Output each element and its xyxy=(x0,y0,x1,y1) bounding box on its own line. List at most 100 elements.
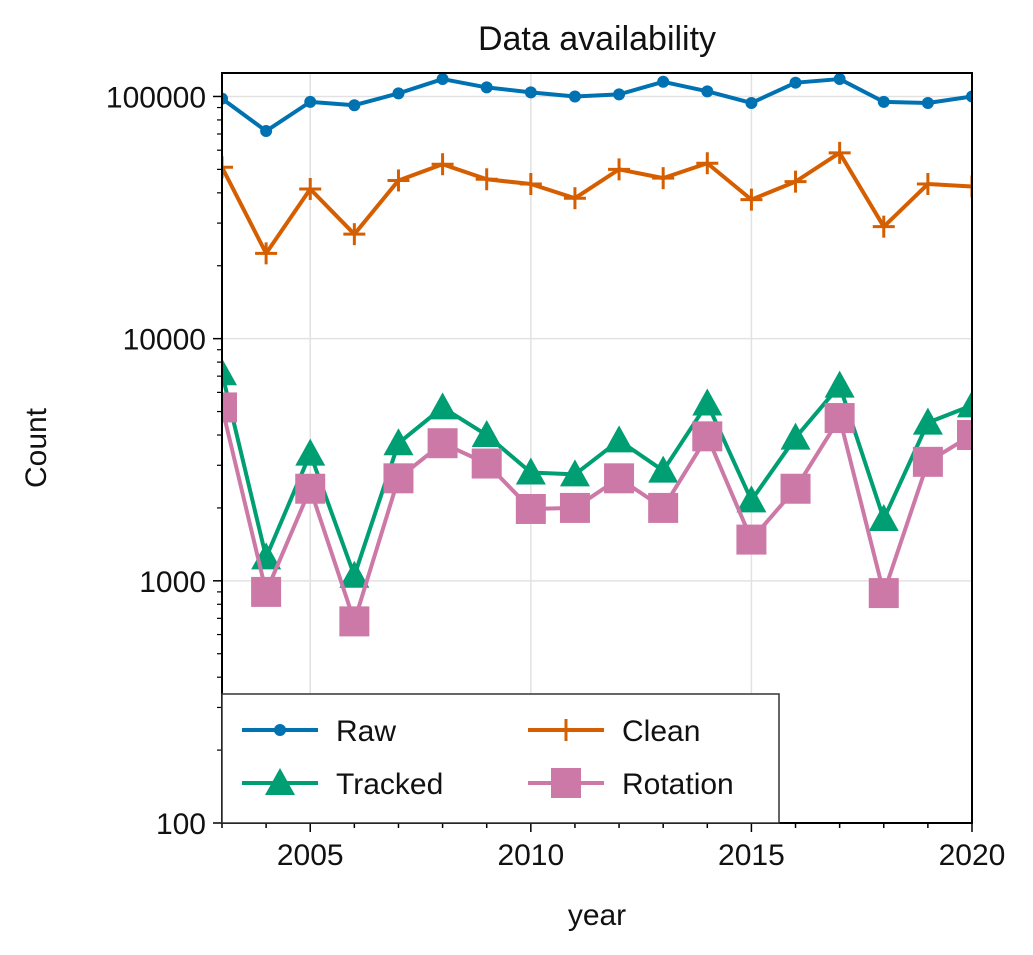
data-point-tracked xyxy=(339,560,370,588)
data-point-tracked xyxy=(383,428,414,456)
data-point-clean xyxy=(652,167,675,190)
data-point-clean xyxy=(255,242,278,265)
data-point-tracked xyxy=(736,485,767,513)
data-point-clean xyxy=(608,158,631,181)
data-point-tracked xyxy=(957,390,972,418)
data-point-raw xyxy=(833,73,846,86)
y-tick-label: 10000 xyxy=(123,324,206,357)
data-point-tracked xyxy=(912,407,943,435)
data-point-tracked xyxy=(559,459,590,487)
data-point-rotation xyxy=(471,448,502,479)
legend-marker-tracked xyxy=(265,768,295,795)
data-point-clean xyxy=(431,153,454,176)
series-layer xyxy=(222,73,972,637)
data-point-tracked xyxy=(868,504,899,532)
data-point-raw xyxy=(701,85,714,98)
data-point-clean xyxy=(961,175,972,198)
data-point-rotation xyxy=(515,493,546,524)
data-point-rotation xyxy=(868,578,899,609)
data-point-raw xyxy=(524,86,537,99)
data-point-clean xyxy=(343,223,366,246)
data-point-raw xyxy=(966,90,972,103)
data-point-rotation xyxy=(559,492,590,523)
y-axis-label: Count xyxy=(20,407,53,488)
data-point-rotation xyxy=(222,392,237,423)
data-point-tracked xyxy=(427,392,458,420)
series-line-rotation xyxy=(222,406,972,624)
data-point-rotation xyxy=(824,403,855,434)
data-point-raw xyxy=(613,88,626,101)
legend-label-tracked: Tracked xyxy=(336,768,443,801)
data-point-clean xyxy=(563,187,586,210)
data-point-tracked xyxy=(824,370,855,398)
data-point-clean xyxy=(872,215,895,238)
data-point-clean xyxy=(784,170,807,193)
chart-title: Data availability xyxy=(478,20,716,58)
data-point-tracked xyxy=(222,358,237,386)
data-point-tracked xyxy=(295,438,326,466)
data-point-raw xyxy=(568,90,581,103)
data-point-tracked xyxy=(692,388,723,416)
data-point-raw xyxy=(745,96,758,109)
data-point-raw xyxy=(260,125,273,138)
data-point-clean xyxy=(222,156,233,179)
y-tick-label: 100000 xyxy=(106,81,206,114)
ticks: 2005 2010 2015 2020 100 1000 10000 100000 xyxy=(106,81,1005,872)
data-point-tracked xyxy=(604,425,635,453)
legend: Raw Clean Tracked Rotation xyxy=(221,693,780,824)
series-line-clean xyxy=(222,150,972,256)
data-point-rotation xyxy=(957,420,972,451)
data-point-raw xyxy=(480,81,493,94)
data-point-rotation xyxy=(912,446,943,477)
y-tick-label: 1000 xyxy=(139,566,206,599)
data-point-clean xyxy=(916,173,939,196)
legend-item-rotation: Rotation xyxy=(528,768,734,801)
data-point-raw xyxy=(877,95,890,108)
legend-label-raw: Raw xyxy=(336,715,396,748)
data-point-rotation xyxy=(251,576,282,607)
data-point-clean xyxy=(696,152,719,175)
x-tick-label: 2020 xyxy=(939,839,1006,872)
data-point-rotation xyxy=(780,473,811,504)
data-point-raw xyxy=(304,95,317,108)
data-point-raw xyxy=(789,76,802,89)
x-tick-label: 2015 xyxy=(718,839,785,872)
data-point-tracked xyxy=(648,455,679,483)
data-point-raw xyxy=(657,75,670,88)
x-axis-label: year xyxy=(568,899,626,932)
data-point-raw xyxy=(436,73,449,86)
data-point-raw xyxy=(921,96,934,109)
data-point-clean xyxy=(828,141,851,164)
data-point-raw xyxy=(392,87,405,100)
data-point-rotation xyxy=(427,428,458,459)
legend-label-rotation: Rotation xyxy=(622,768,734,801)
legend-item-clean: Clean xyxy=(528,715,700,748)
data-point-rotation xyxy=(295,473,326,504)
data-point-rotation xyxy=(383,463,414,494)
data-point-rotation xyxy=(692,421,723,452)
series-raw xyxy=(222,73,972,138)
y-tick-label: 100 xyxy=(156,808,206,841)
data-point-clean xyxy=(519,173,542,196)
data-point-tracked xyxy=(471,420,502,448)
legend-item-tracked: Tracked xyxy=(242,768,443,801)
legend-item-raw: Raw xyxy=(242,715,396,748)
data-point-clean xyxy=(740,188,763,211)
x-tick-label: 2010 xyxy=(497,839,564,872)
data-point-clean xyxy=(387,169,410,192)
legend-marker-clean xyxy=(555,719,577,741)
data-point-clean xyxy=(299,177,322,200)
data-point-rotation xyxy=(339,606,370,637)
legend-marker-raw xyxy=(274,724,286,736)
legend-marker-rotation xyxy=(551,768,581,798)
series-line-raw xyxy=(222,77,972,134)
x-tick-label: 2005 xyxy=(277,839,344,872)
data-point-rotation xyxy=(604,463,635,494)
series-clean xyxy=(222,141,972,265)
data-point-raw xyxy=(348,99,361,112)
legend-box xyxy=(221,693,780,824)
data-point-clean xyxy=(475,168,498,191)
data-point-raw xyxy=(222,92,228,105)
series-rotation xyxy=(222,392,972,637)
